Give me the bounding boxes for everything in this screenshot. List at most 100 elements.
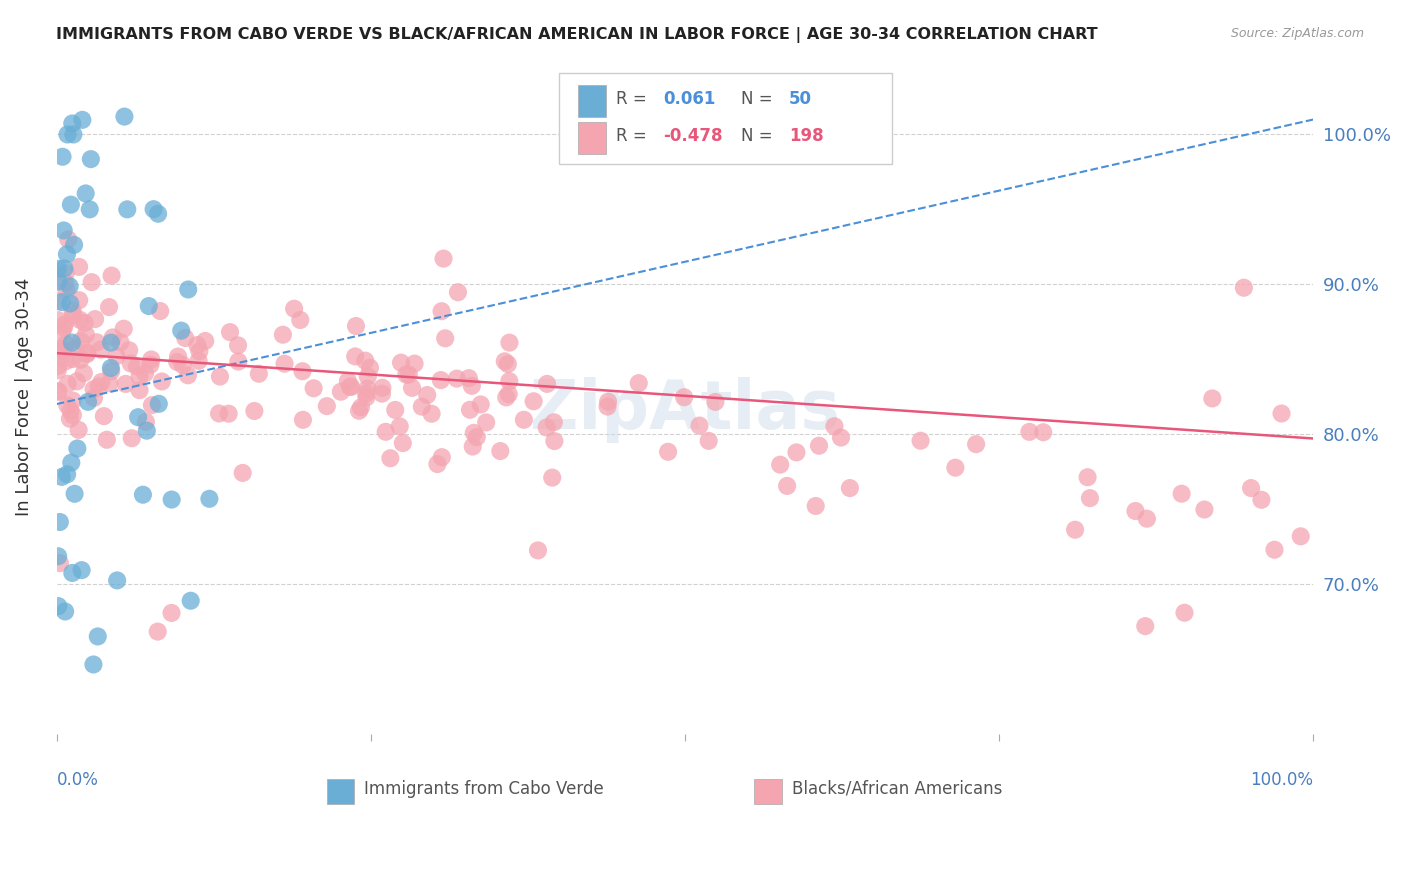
Point xyxy=(46,549,69,564)
Text: R =: R = xyxy=(616,127,652,145)
Point xyxy=(69,334,91,348)
Point xyxy=(1233,281,1256,295)
Point xyxy=(67,293,90,308)
Point xyxy=(49,342,72,356)
Point xyxy=(160,492,183,507)
Point xyxy=(291,413,314,427)
Point xyxy=(135,415,157,429)
Point xyxy=(226,338,249,352)
Point xyxy=(90,343,112,357)
Point xyxy=(87,629,110,643)
Point xyxy=(73,366,96,380)
Point xyxy=(69,352,91,367)
Point xyxy=(83,391,105,405)
Point xyxy=(356,390,378,404)
Point xyxy=(148,397,170,411)
Point xyxy=(118,343,141,358)
Point xyxy=(336,374,359,388)
Point xyxy=(114,110,136,124)
Point xyxy=(180,593,202,607)
Point xyxy=(596,400,619,414)
Point xyxy=(1078,491,1101,505)
Point xyxy=(62,304,84,318)
Point xyxy=(87,379,110,393)
Point xyxy=(198,491,221,506)
Point xyxy=(359,360,381,375)
Point xyxy=(53,261,76,276)
Point xyxy=(228,354,250,368)
Point xyxy=(98,376,121,391)
Point xyxy=(398,368,420,382)
Point xyxy=(59,403,82,417)
Point xyxy=(60,456,83,470)
Point xyxy=(1018,425,1040,439)
Point xyxy=(46,599,69,614)
Point xyxy=(146,624,169,639)
Point xyxy=(146,207,169,221)
Point xyxy=(66,442,89,456)
Point xyxy=(53,318,76,332)
Bar xyxy=(560,73,893,164)
Point xyxy=(125,359,148,374)
Point xyxy=(149,304,172,318)
Text: R =: R = xyxy=(616,90,652,108)
Point xyxy=(1135,619,1157,633)
Point xyxy=(243,404,266,418)
Point xyxy=(63,487,86,501)
Point xyxy=(55,283,77,297)
Point xyxy=(67,423,90,437)
Point xyxy=(395,368,418,382)
Point xyxy=(475,416,498,430)
Point xyxy=(461,379,484,393)
Point xyxy=(489,444,512,458)
Point xyxy=(465,430,488,444)
Point xyxy=(170,324,193,338)
Point xyxy=(114,376,136,391)
Point xyxy=(374,425,396,439)
Point xyxy=(329,384,352,399)
Point xyxy=(416,388,439,402)
Point xyxy=(65,341,87,355)
Point xyxy=(1270,407,1292,421)
Point xyxy=(46,261,69,276)
Point xyxy=(46,359,69,373)
Point xyxy=(543,415,565,429)
Point xyxy=(527,543,550,558)
Point xyxy=(112,321,135,335)
Point xyxy=(139,358,162,372)
Point xyxy=(52,320,75,334)
Point xyxy=(46,294,69,309)
Text: N =: N = xyxy=(741,127,779,145)
Point xyxy=(160,606,183,620)
Text: 50: 50 xyxy=(789,90,813,108)
Point xyxy=(56,128,79,142)
Point xyxy=(134,366,156,380)
Point xyxy=(80,152,103,166)
Point xyxy=(943,460,966,475)
Text: Immigrants from Cabo Verde: Immigrants from Cabo Verde xyxy=(364,780,605,797)
Point xyxy=(1173,606,1195,620)
Point xyxy=(498,335,520,350)
Point xyxy=(194,334,217,348)
Point xyxy=(141,398,163,412)
Point xyxy=(910,434,932,448)
Point xyxy=(420,407,443,421)
Point xyxy=(56,247,79,261)
Point xyxy=(172,358,194,372)
Point xyxy=(66,375,89,389)
Point xyxy=(432,252,454,266)
Point xyxy=(100,268,122,283)
Text: 0.061: 0.061 xyxy=(664,90,716,108)
Point xyxy=(357,369,380,384)
Point xyxy=(598,394,620,409)
Point xyxy=(82,657,104,672)
Point xyxy=(340,380,363,394)
Point xyxy=(830,431,852,445)
Point xyxy=(73,316,96,330)
Point xyxy=(350,401,373,415)
Point xyxy=(704,395,727,409)
Point xyxy=(430,373,453,387)
Point xyxy=(339,380,361,394)
Point xyxy=(75,327,97,342)
Point xyxy=(60,566,83,580)
